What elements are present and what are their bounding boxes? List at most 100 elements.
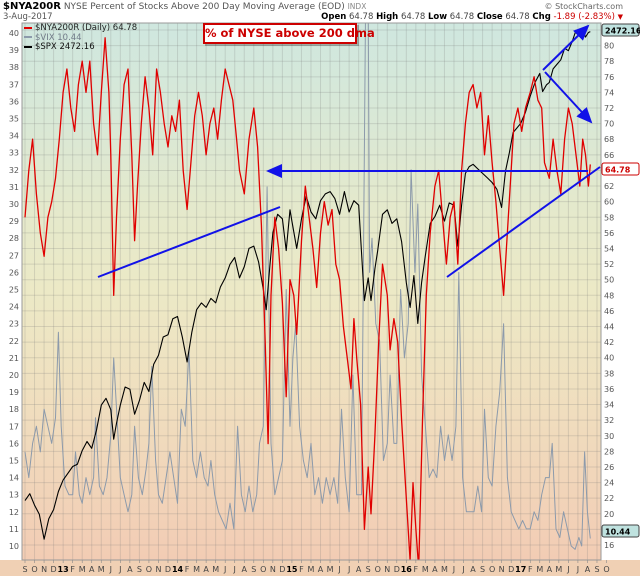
x-axis-month-label: D [51, 565, 57, 574]
left-axis-tick-label: 14 [9, 474, 19, 483]
x-axis-month-label: A [127, 565, 133, 574]
x-axis-month-label: M [422, 565, 429, 574]
x-axis-month-label: A [547, 565, 553, 574]
left-axis-tick-label: 27 [9, 251, 19, 260]
x-axis-month-label: J [233, 565, 236, 574]
right-axis-tick-label: 74 [604, 88, 614, 97]
right-axis-tick-label: 16 [604, 541, 614, 550]
x-axis-month-label: O [260, 565, 266, 574]
right-axis-tick-label: 78 [604, 57, 614, 66]
x-axis-year-label: 13 [58, 565, 69, 574]
left-axis-tick-label: 36 [9, 97, 19, 106]
right-axis-tick-label: 62 [604, 182, 614, 191]
chart-legend: $NYA200R (Daily) 64.78 $VIX 10.44 $SPX 2… [24, 23, 138, 53]
right-axis-tick-label: 28 [604, 447, 614, 456]
x-axis-month-label: A [89, 565, 95, 574]
right-axis-tick-label: 40 [604, 354, 614, 363]
left-axis-tick-label: 19 [9, 388, 19, 397]
left-axis-tick-label: 22 [9, 337, 19, 346]
right-axis-tick-label: 44 [604, 323, 614, 332]
open-value: 64.78 [349, 12, 374, 22]
left-axis-tick-label: 24 [9, 303, 19, 312]
x-axis-month-label: O [31, 565, 37, 574]
x-axis-month-label: D [394, 565, 400, 574]
plot-background [22, 23, 601, 560]
x-axis-month-label: S [137, 565, 142, 574]
right-axis-tick-label: 50 [604, 276, 614, 285]
x-axis-month-label: J [223, 565, 226, 574]
left-axis-tick-label: 38 [9, 63, 19, 72]
x-axis-month-label: A [203, 565, 209, 574]
right-axis-tick-label: 26 [604, 463, 614, 472]
x-axis-month-label: J [461, 565, 464, 574]
value-box: 2472.16 [601, 23, 640, 37]
left-axis-tick-label: 30 [9, 200, 19, 209]
left-axis: 40 39 38 37 36 35 34 33 32 31 30 29 28 27 26 25 24 23 22 21… [9, 29, 19, 551]
chg-dropdown-arrow-icon[interactable]: ▼ [617, 13, 623, 21]
x-axis-month-label: S [251, 565, 256, 574]
open-label: Open [321, 12, 347, 22]
left-axis-tick-label: 25 [9, 286, 19, 295]
legend-label: $SPX 2472.16 [35, 42, 95, 52]
x-axis-month-label: N [499, 565, 505, 574]
x-axis-month-label: A [356, 565, 362, 574]
left-axis-tick-label: 16 [9, 439, 19, 448]
legend-label: $VIX 10.44 [35, 32, 82, 43]
left-axis-tick-label: 34 [9, 132, 19, 141]
annotation-arrow [544, 71, 593, 124]
x-axis-month-label: O [375, 565, 381, 574]
x-axis-month-label: F [299, 565, 304, 574]
left-axis-tick-label: 18 [9, 405, 19, 414]
series-nya200r-line [24, 37, 591, 560]
x-axis-month-label: F [185, 565, 190, 574]
left-axis-tick-label: 11 [9, 525, 19, 534]
x-axis-month-label: O [603, 565, 609, 574]
x-axis-month-label: M [308, 565, 315, 574]
x-axis-month-label: M [327, 565, 334, 574]
high-value: 64.78 [400, 12, 426, 22]
right-axis-tick-label: 58 [604, 213, 614, 222]
x-axis: S O N D 13 F M A M J J A S O N D 14 F M A M J J A S O N D 15 F M A M J J A S… [22, 560, 610, 574]
value-box: 10.44 [601, 524, 640, 538]
legend-dash-icon [24, 26, 32, 29]
right-axis-tick-label: 68 [604, 135, 614, 144]
right-axis-tick-label: 20 [604, 510, 614, 519]
x-axis-month-label: F [528, 565, 533, 574]
left-axis-tick-label: 12 [9, 508, 19, 517]
right-axis-tick-label: 42 [604, 338, 614, 347]
x-axis-month-label: N [270, 565, 276, 574]
left-axis-tick-label: 35 [9, 115, 19, 124]
x-axis-month-label: M [212, 565, 219, 574]
chart-title: NYSE Percent of Stocks Above 200 Day Mov… [63, 2, 345, 12]
left-axis-tick-label: 32 [9, 166, 19, 175]
annotation-arrow [542, 24, 590, 71]
right-axis-tick-label: 32 [604, 416, 614, 425]
x-axis-year-label: 14 [172, 565, 184, 574]
symbol: $NYA200R [3, 1, 61, 12]
right-axis-tick-label: 76 [604, 73, 614, 82]
right-axis-tick-label: 60 [604, 198, 614, 207]
left-axis-tick-label: 40 [9, 29, 19, 38]
x-axis-month-label: J [452, 565, 455, 574]
left-axis-tick-label: 29 [9, 217, 19, 226]
right-axis-tick-label: 24 [604, 479, 614, 488]
series-group [24, 23, 591, 560]
x-axis-month-label: D [508, 565, 514, 574]
left-axis-tick-label: 21 [9, 354, 19, 363]
left-axis-tick-label: 37 [9, 80, 19, 89]
right-axis-tick-label: 36 [604, 385, 614, 394]
legend-label: $NYA200R (Daily) 64.78 [35, 23, 138, 33]
value-box-rect [601, 23, 640, 37]
right-axis-tick-label: 52 [604, 260, 614, 269]
x-axis-month-label: S [480, 565, 485, 574]
annotation-trendline [446, 166, 601, 278]
x-axis-month-label: M [98, 565, 105, 574]
left-axis-tick-label: 28 [9, 234, 19, 243]
right-axis-tick-label: 54 [604, 244, 614, 253]
left-axis-tick-label: 31 [9, 183, 19, 192]
left-axis-tick-label: 17 [9, 422, 19, 431]
x-axis-month-label: A [470, 565, 476, 574]
annotations [97, 24, 601, 278]
x-axis-year-label: 17 [515, 565, 526, 574]
